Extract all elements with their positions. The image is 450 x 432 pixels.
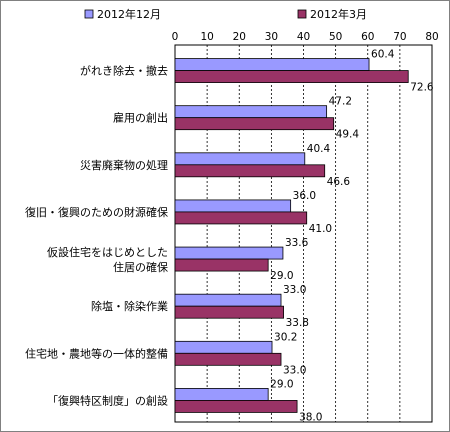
x-tick-label-40: 40 [297,31,310,43]
legend-label-1: 2012年12月 [97,7,161,21]
bar-1-2 [174,105,328,119]
legend-swatch-1 [84,9,94,19]
x-tick-label-70: 70 [393,31,406,43]
category-label-8: 「復興特区制度」の創設 [47,393,168,407]
bar-1-7 [174,340,273,354]
value-label-1-4: 36.0 [293,190,316,202]
value-label-1-5: 33.6 [285,237,309,249]
value-label-2-7: 33.0 [283,364,306,376]
category-label-4: 復旧・復興のための財源確保 [25,205,168,219]
category-label-7: 住宅地・農地等の一体的整備 [25,346,168,360]
x-axis-ticks: 0 10 20 30 40 50 60 70 80 [172,31,439,43]
value-label-1-2: 47.2 [329,96,352,108]
legend-label-2: 2012年3月 [310,7,367,21]
category-label-5: 仮設住宅をはじめとした住居の確保 [47,245,168,274]
bar-2-5 [174,258,269,272]
value-label-2-3: 46.6 [327,176,351,188]
value-label-2-8: 38.0 [299,411,322,423]
x-tick-label-0: 0 [172,31,179,43]
value-label-2-5: 29.0 [270,270,293,282]
category-label-2: 雇用の創出 [113,111,168,125]
value-label-2-1: 72.6 [410,82,434,94]
x-tick-label-10: 10 [200,31,213,43]
bar-1-6 [174,293,282,307]
legend-swatch-2 [297,9,307,19]
bar-2-6 [174,305,284,319]
value-label-1-3: 40.4 [307,143,331,155]
value-label-2-6: 33.8 [286,317,309,329]
bar-2-3 [174,164,326,178]
x-tick-label-20: 20 [233,31,246,43]
category-label-3: 災害廃棄物の処理 [80,158,168,172]
bar-1-8 [174,388,269,401]
bar-2-7 [174,352,282,366]
x-tick-label-50: 50 [329,31,342,43]
bar-1-3 [174,152,306,166]
x-tick-label-60: 60 [361,31,374,43]
bars: 60.4 72.6 47.2 49.4 40.4 46.6 36.0 41.033.6 29.0… [174,49,434,423]
category-label-1: がれき除去・撤去 [80,64,168,78]
plot-area [174,44,433,423]
bar-1-5 [174,246,284,260]
value-label-1-8: 29.0 [270,378,293,390]
value-label-1-7: 30.2 [274,331,297,343]
category-label-6: 除塩・除染作業 [91,299,168,313]
x-tick-label-80: 80 [425,31,438,43]
bar-1-1 [174,58,370,71]
value-label-2-4: 41.0 [309,223,332,235]
category-labels: がれき除去・撤去雇用の創出災害廃棄物の処理復旧・復興のための財源確保仮設住宅をは… [25,64,168,408]
bar-2-2 [174,117,335,131]
value-label-1-1: 60.4 [371,49,395,61]
grid [174,44,433,423]
value-label-1-6: 33.0 [283,284,306,296]
bar-2-8 [174,400,298,413]
bar-2-4 [174,211,308,225]
value-label-2-2: 49.4 [336,129,360,141]
bar-1-4 [174,199,292,213]
x-tick-label-30: 30 [265,31,278,43]
bar-2-1 [174,70,409,83]
legend: 2012年12月 2012年3月 [84,7,367,21]
